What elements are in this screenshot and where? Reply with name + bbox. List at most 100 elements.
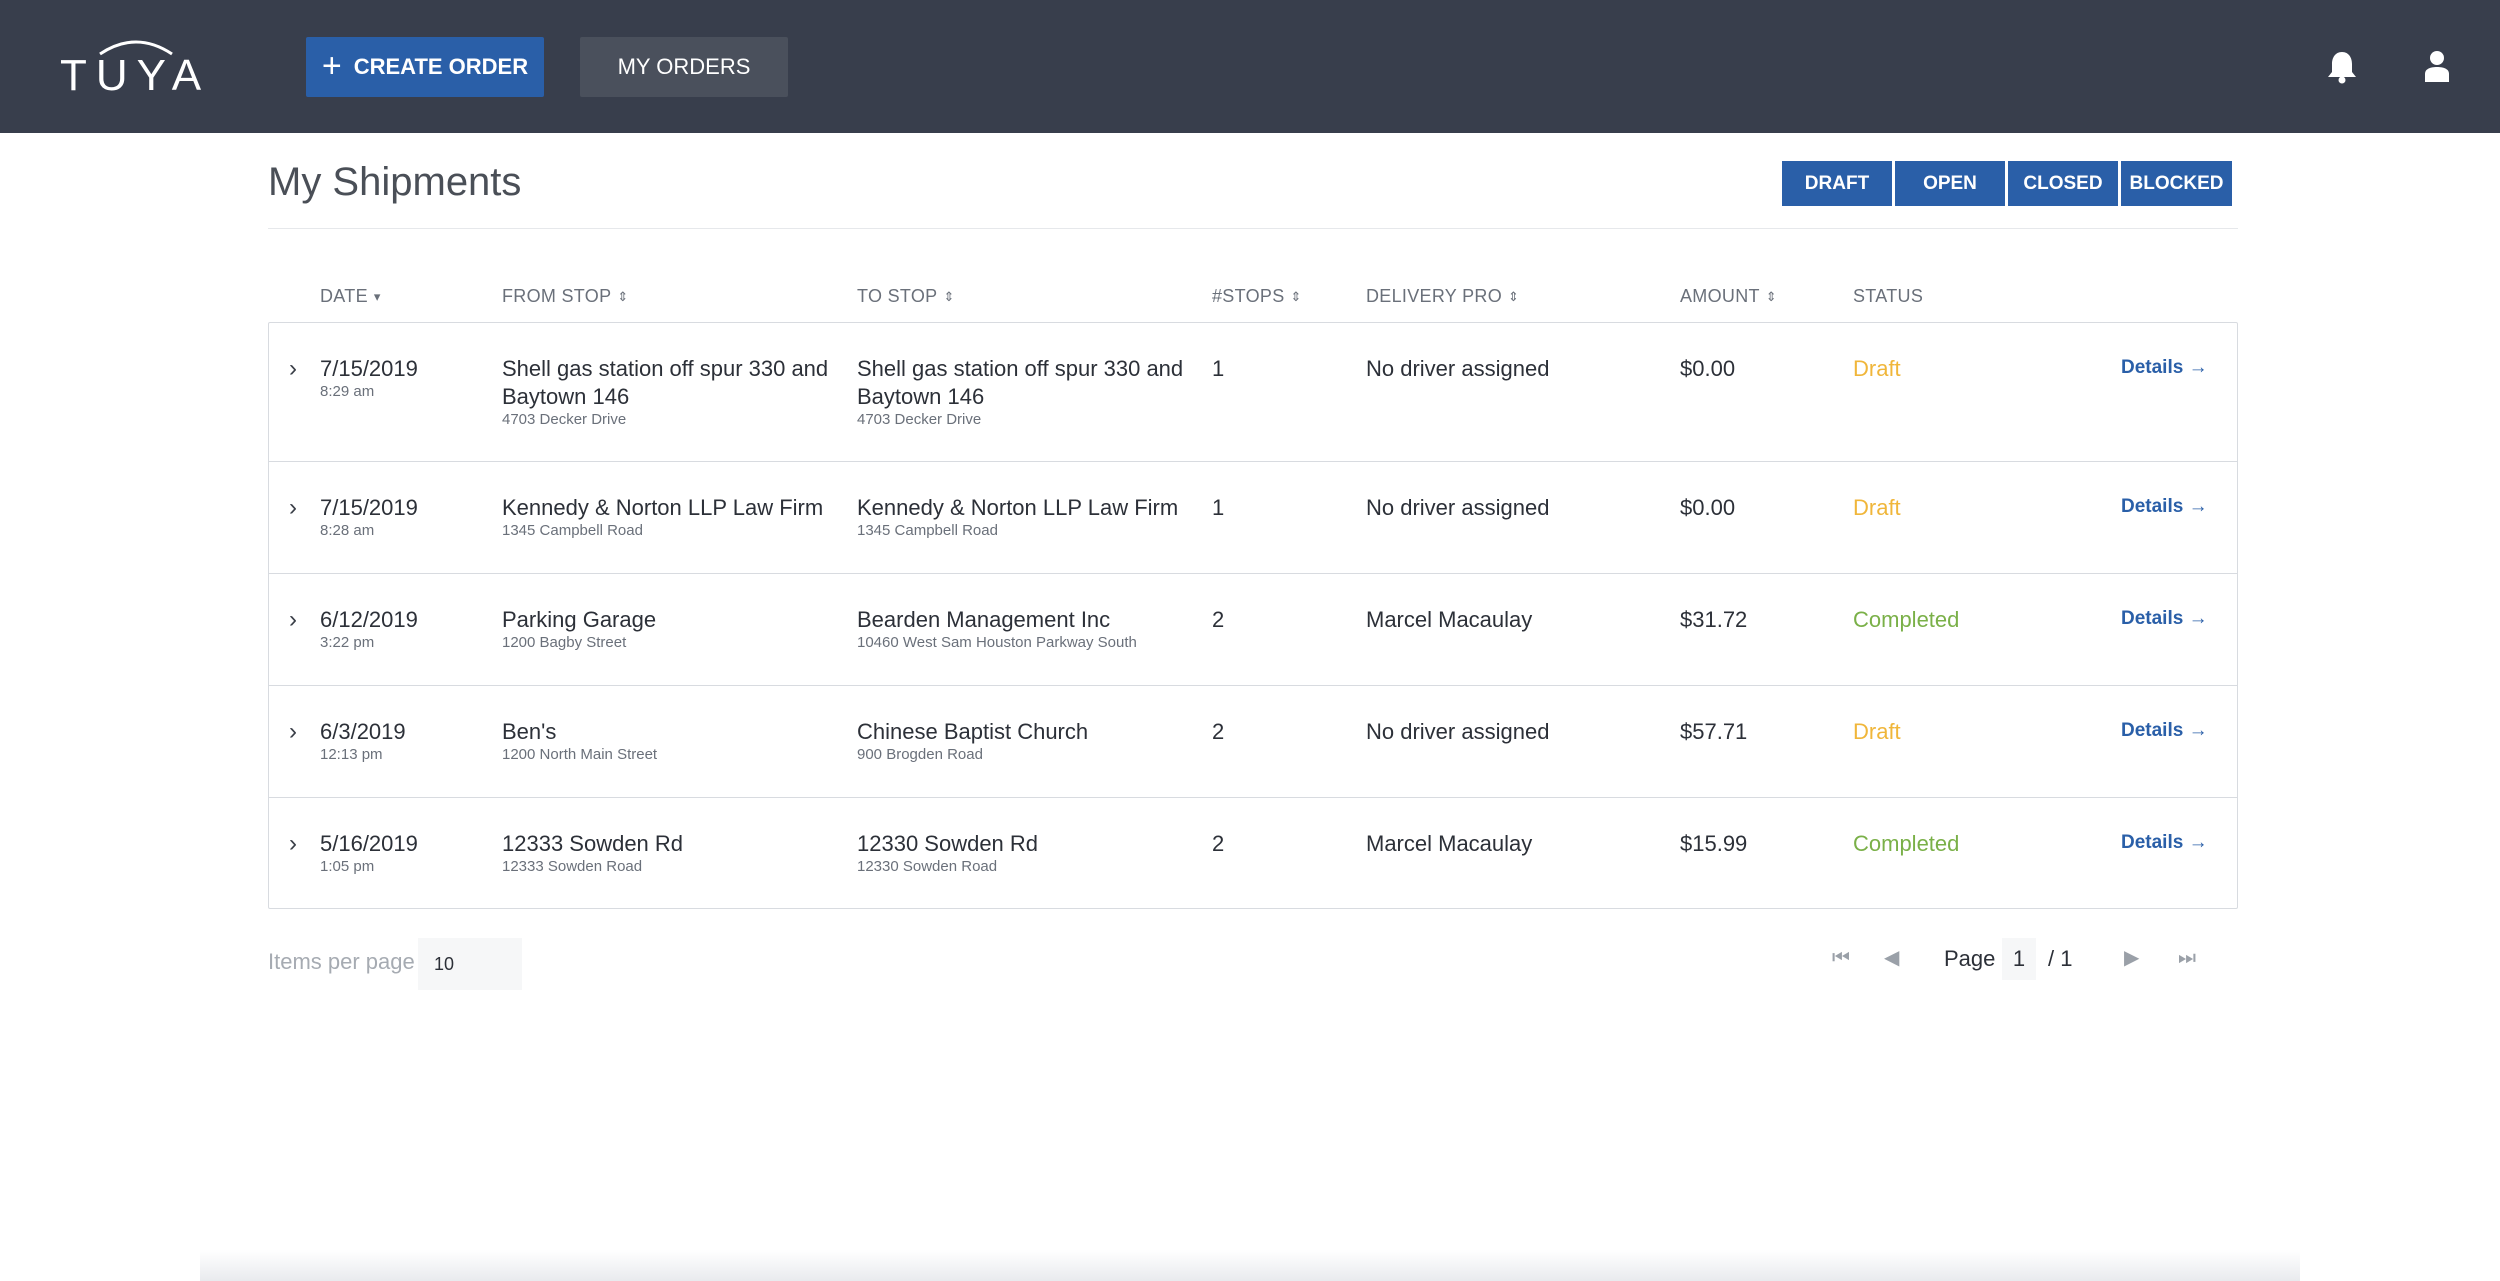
column-label: FROM STOP xyxy=(502,286,612,306)
to-stop-name: Kennedy & Norton LLP Law Firm xyxy=(857,495,1179,520)
details-link[interactable]: Details → xyxy=(2121,357,2208,378)
sort-icon: ⇕ xyxy=(943,289,955,304)
table-row[interactable]: › 5/16/2019 1:05 pm 12333 Sowden Rd 1233… xyxy=(269,798,2237,908)
to-stop-address: 1345 Campbell Road xyxy=(857,522,998,539)
to-stop-cell: Kennedy & Norton LLP Law Firm 1345 Campb… xyxy=(857,494,1202,540)
time-value: 1:05 pm xyxy=(320,858,375,875)
to-stop-cell: Bearden Management Inc 10460 West Sam Ho… xyxy=(857,606,1202,652)
status-badge: Draft xyxy=(1853,495,1901,520)
column-header-delivery-pro[interactable]: DELIVERY PRO ⇕ xyxy=(1366,286,1519,307)
stops-cell: 2 xyxy=(1212,607,1225,632)
to-stop-name: 12330 Sowden Rd xyxy=(857,831,1039,856)
table-row[interactable]: › 7/15/2019 8:28 am Kennedy & Norton LLP… xyxy=(269,462,2237,574)
status-filter-group: DRAFT OPEN CLOSED BLOCKED xyxy=(1782,161,2232,206)
from-stop-name: Kennedy & Norton LLP Law Firm xyxy=(502,495,824,520)
delivery-pro-cell: No driver assigned xyxy=(1366,495,1550,520)
amount-cell: $0.00 xyxy=(1680,495,1736,520)
column-header-date[interactable]: DATE ▾ xyxy=(320,286,381,307)
to-stop-name: Chinese Baptist Church xyxy=(857,719,1089,744)
page-title: My Shipments xyxy=(268,160,522,204)
from-stop-address: 1345 Campbell Road xyxy=(502,522,643,539)
first-page-icon[interactable]: ⏮ xyxy=(1832,947,1850,969)
sort-icon: ⇕ xyxy=(1290,289,1302,304)
date-value: 6/12/2019 xyxy=(320,607,418,632)
from-stop-cell: Shell gas station off spur 330 and Bayto… xyxy=(502,355,837,429)
page-label: Page xyxy=(1944,946,1996,971)
current-page-input[interactable] xyxy=(2002,938,2036,980)
to-stop-cell: Shell gas station off spur 330 and Bayto… xyxy=(857,355,1192,429)
from-stop-cell: Kennedy & Norton LLP Law Firm 1345 Campb… xyxy=(502,494,847,540)
column-label: DELIVERY PRO xyxy=(1366,286,1502,306)
date-cell: 5/16/2019 1:05 pm xyxy=(320,830,418,876)
stops-cell: 1 xyxy=(1212,495,1225,520)
to-stop-cell: Chinese Baptist Church 900 Brogden Road xyxy=(857,718,1202,764)
date-value: 6/3/2019 xyxy=(320,719,406,744)
delivery-pro-cell: Marcel Macaulay xyxy=(1366,831,1533,856)
date-value: 5/16/2019 xyxy=(320,831,418,856)
column-header-stops[interactable]: #STOPS ⇕ xyxy=(1212,286,1302,307)
from-stop-address: 4703 Decker Drive xyxy=(502,411,627,428)
expand-chevron-icon[interactable]: › xyxy=(289,494,297,521)
column-header-to-stop[interactable]: TO STOP ⇕ xyxy=(857,286,955,307)
sort-icon: ⇕ xyxy=(617,289,629,304)
create-order-button[interactable]: + CREATE ORDER xyxy=(306,37,544,97)
column-label: DATE xyxy=(320,286,368,306)
bell-icon[interactable] xyxy=(2326,50,2358,84)
filter-blocked-button[interactable]: BLOCKED xyxy=(2121,161,2232,206)
expand-chevron-icon[interactable]: › xyxy=(289,606,297,633)
from-stop-name: 12333 Sowden Rd xyxy=(502,831,684,856)
time-value: 8:28 am xyxy=(320,522,375,539)
last-page-icon[interactable]: ⏭ xyxy=(2178,947,2196,969)
next-page-icon[interactable]: ▶ xyxy=(2124,947,2140,969)
details-link[interactable]: Details → xyxy=(2121,720,2208,741)
table-row[interactable]: › 6/3/2019 12:13 pm Ben's 1200 North Mai… xyxy=(269,686,2237,798)
to-stop-address: 4703 Decker Drive xyxy=(857,411,982,428)
filter-draft-button[interactable]: DRAFT xyxy=(1782,161,1892,206)
column-header-from-stop[interactable]: FROM STOP ⇕ xyxy=(502,286,629,307)
tuya-logo[interactable]: TUYA xyxy=(60,34,212,98)
date-cell: 7/15/2019 8:28 am xyxy=(320,494,418,540)
from-stop-cell: Ben's 1200 North Main Street xyxy=(502,718,847,764)
expand-chevron-icon[interactable]: › xyxy=(289,355,297,382)
time-value: 8:29 am xyxy=(320,383,375,400)
to-stop-name: Shell gas station off spur 330 and Bayto… xyxy=(857,356,1184,409)
status-badge: Draft xyxy=(1853,356,1901,381)
previous-page-icon[interactable]: ◀ xyxy=(1884,947,1900,969)
shipments-table: › 7/15/2019 8:29 am Shell gas station of… xyxy=(268,322,2238,909)
my-orders-button[interactable]: MY ORDERS xyxy=(580,37,788,97)
create-order-label: CREATE ORDER xyxy=(353,54,529,79)
date-cell: 6/12/2019 3:22 pm xyxy=(320,606,418,652)
from-stop-name: Ben's xyxy=(502,719,557,744)
sort-descending-icon: ▾ xyxy=(373,289,381,304)
details-link[interactable]: Details → xyxy=(2121,832,2208,853)
table-row[interactable]: › 7/15/2019 8:29 am Shell gas station of… xyxy=(269,323,2237,462)
details-link[interactable]: Details → xyxy=(2121,496,2208,517)
amount-cell: $15.99 xyxy=(1680,831,1748,856)
time-value: 12:13 pm xyxy=(320,746,383,763)
filter-closed-button[interactable]: CLOSED xyxy=(2008,161,2118,206)
time-value: 3:22 pm xyxy=(320,634,375,651)
details-link[interactable]: Details → xyxy=(2121,608,2208,629)
delivery-pro-cell: No driver assigned xyxy=(1366,356,1550,381)
sort-icon: ⇕ xyxy=(1508,289,1520,304)
total-pages: / 1 xyxy=(2048,946,2073,971)
from-stop-address: 1200 North Main Street xyxy=(502,746,658,763)
to-stop-address: 12330 Sowden Road xyxy=(857,858,998,875)
date-cell: 7/15/2019 8:29 am xyxy=(320,355,418,401)
date-value: 7/15/2019 xyxy=(320,495,418,520)
expand-chevron-icon[interactable]: › xyxy=(289,718,297,745)
filter-open-button[interactable]: OPEN xyxy=(1895,161,2005,206)
date-value: 7/15/2019 xyxy=(320,356,418,381)
column-header-amount[interactable]: AMOUNT ⇕ xyxy=(1680,286,1777,307)
user-icon[interactable] xyxy=(2424,50,2450,82)
column-label: TO STOP xyxy=(857,286,938,306)
logo-arc-icon xyxy=(99,40,173,56)
expand-chevron-icon[interactable]: › xyxy=(289,830,297,857)
stops-cell: 2 xyxy=(1212,719,1225,744)
stops-cell: 2 xyxy=(1212,831,1225,856)
date-cell: 6/3/2019 12:13 pm xyxy=(320,718,406,764)
amount-cell: $0.00 xyxy=(1680,356,1736,381)
table-row[interactable]: › 6/12/2019 3:22 pm Parking Garage 1200 … xyxy=(269,574,2237,686)
from-stop-name: Shell gas station off spur 330 and Bayto… xyxy=(502,356,829,409)
items-per-page-input[interactable] xyxy=(418,938,522,990)
